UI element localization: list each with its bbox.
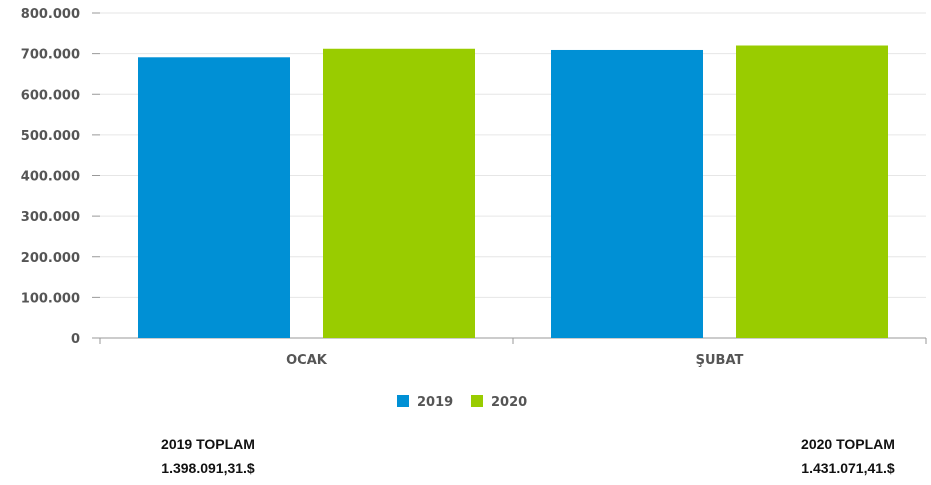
legend-label-2020: 2020 (491, 395, 527, 410)
x-tick-label: ŞUBAT (696, 353, 744, 368)
y-tick-label: 200.000 (21, 251, 80, 266)
y-tick-label: 800.000 (21, 7, 80, 22)
y-tick-label: 600.000 (21, 88, 80, 103)
legend-label-2019: 2019 (417, 395, 453, 410)
y-tick-label: 700.000 (21, 48, 80, 63)
y-tick-label: 300.000 (21, 210, 80, 225)
legend-swatch-2020 (471, 395, 483, 407)
y-tick-label: 100.000 (21, 291, 80, 306)
bar-2019-ocak (138, 57, 290, 338)
x-tick-label: OCAK (286, 353, 328, 368)
bar-2019-şubat (551, 49, 703, 338)
bar-2020-ocak (323, 48, 475, 338)
total-2019: 2019 TOPLAM 1.398.091,31.$ (108, 432, 308, 480)
total-2020-value: 1.431.071,41.$ (801, 460, 895, 476)
bar-2020-şubat (736, 45, 888, 338)
total-2019-label: 2019 TOPLAM (161, 436, 255, 452)
total-2019-value: 1.398.091,31.$ (161, 460, 255, 476)
y-tick-label: 0 (71, 332, 80, 347)
total-2020-label: 2020 TOPLAM (801, 436, 895, 452)
y-tick-label: 400.000 (21, 170, 80, 185)
legend-swatch-2019 (397, 395, 409, 407)
total-2020: 2020 TOPLAM 1.431.071,41.$ (748, 432, 931, 480)
bar-chart: 0 100.000 200.000 300.000 400.000 500.000 600.… (21, 7, 927, 410)
y-tick-label: 500.000 (21, 129, 80, 144)
